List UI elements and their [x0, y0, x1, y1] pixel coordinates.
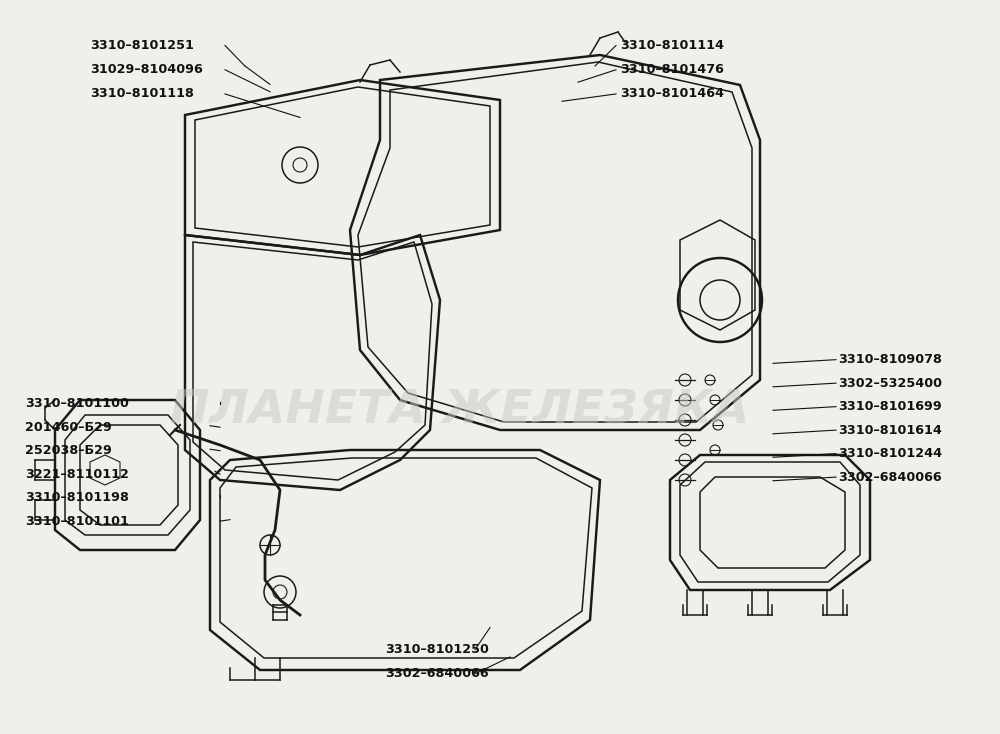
Text: 3310–8101464: 3310–8101464 [620, 87, 724, 101]
Text: 3310–8101250: 3310–8101250 [385, 643, 489, 656]
Text: 3221–8110112: 3221–8110112 [25, 468, 129, 481]
Text: ПЛАНЕТА ЖЕЛЕЗЯКА: ПЛАНЕТА ЖЕЛЕЗЯКА [170, 388, 750, 434]
Text: 3302–6840066: 3302–6840066 [385, 667, 489, 680]
Text: 3310–8109078: 3310–8109078 [838, 353, 942, 366]
Text: 3310–8101101: 3310–8101101 [25, 515, 129, 528]
Text: 3302–5325400: 3302–5325400 [838, 377, 942, 390]
Text: 31029–8104096: 31029–8104096 [90, 63, 203, 76]
Text: 3310–8101251: 3310–8101251 [90, 39, 194, 52]
Text: 3310–8101699: 3310–8101699 [838, 400, 942, 413]
Text: 3310–8101114: 3310–8101114 [620, 39, 724, 52]
Text: 3310–8101118: 3310–8101118 [90, 87, 194, 101]
Text: 201460–Б29: 201460–Б29 [25, 421, 112, 434]
Text: 3310–8101476: 3310–8101476 [620, 63, 724, 76]
Text: 3310–8101244: 3310–8101244 [838, 447, 942, 460]
Text: 3310–8101198: 3310–8101198 [25, 491, 129, 504]
Text: 252038–Б29: 252038–Б29 [25, 444, 112, 457]
Text: 3310–8101614: 3310–8101614 [838, 424, 942, 437]
Text: 3310–8101100: 3310–8101100 [25, 397, 129, 410]
Text: 3302–6840066: 3302–6840066 [838, 470, 942, 484]
